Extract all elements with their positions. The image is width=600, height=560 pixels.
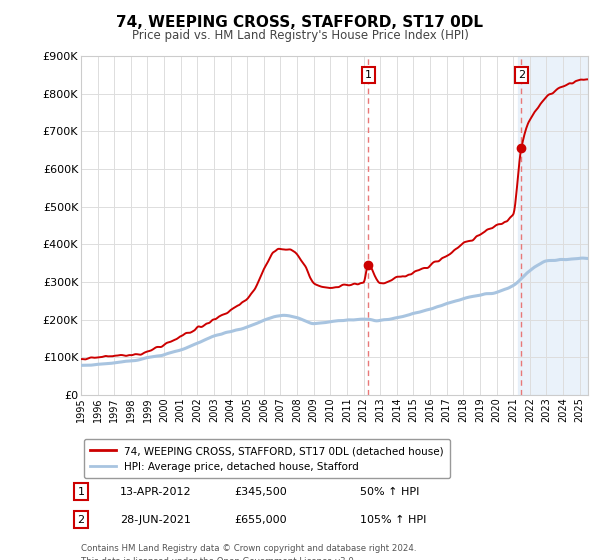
Text: 1: 1 [365, 70, 372, 80]
Legend: 74, WEEPING CROSS, STAFFORD, ST17 0DL (detached house), HPI: Average price, deta: 74, WEEPING CROSS, STAFFORD, ST17 0DL (d… [83, 439, 450, 478]
Text: 2: 2 [518, 70, 525, 80]
Text: 1: 1 [77, 487, 85, 497]
Text: £655,000: £655,000 [234, 515, 287, 525]
Bar [518, 56, 588, 395]
Text: Contains HM Land Registry data © Crown copyright and database right 2024.
This d: Contains HM Land Registry data © Crown c… [81, 544, 416, 560]
Text: 28-JUN-2021: 28-JUN-2021 [120, 515, 191, 525]
Text: Price paid vs. HM Land Registry's House Price Index (HPI): Price paid vs. HM Land Registry's House … [131, 29, 469, 42]
Text: 74, WEEPING CROSS, STAFFORD, ST17 0DL: 74, WEEPING CROSS, STAFFORD, ST17 0DL [116, 15, 484, 30]
Text: 105% ↑ HPI: 105% ↑ HPI [360, 515, 427, 525]
Text: 2: 2 [77, 515, 85, 525]
Text: 50% ↑ HPI: 50% ↑ HPI [360, 487, 419, 497]
Text: £345,500: £345,500 [234, 487, 287, 497]
Text: 13-APR-2012: 13-APR-2012 [120, 487, 191, 497]
